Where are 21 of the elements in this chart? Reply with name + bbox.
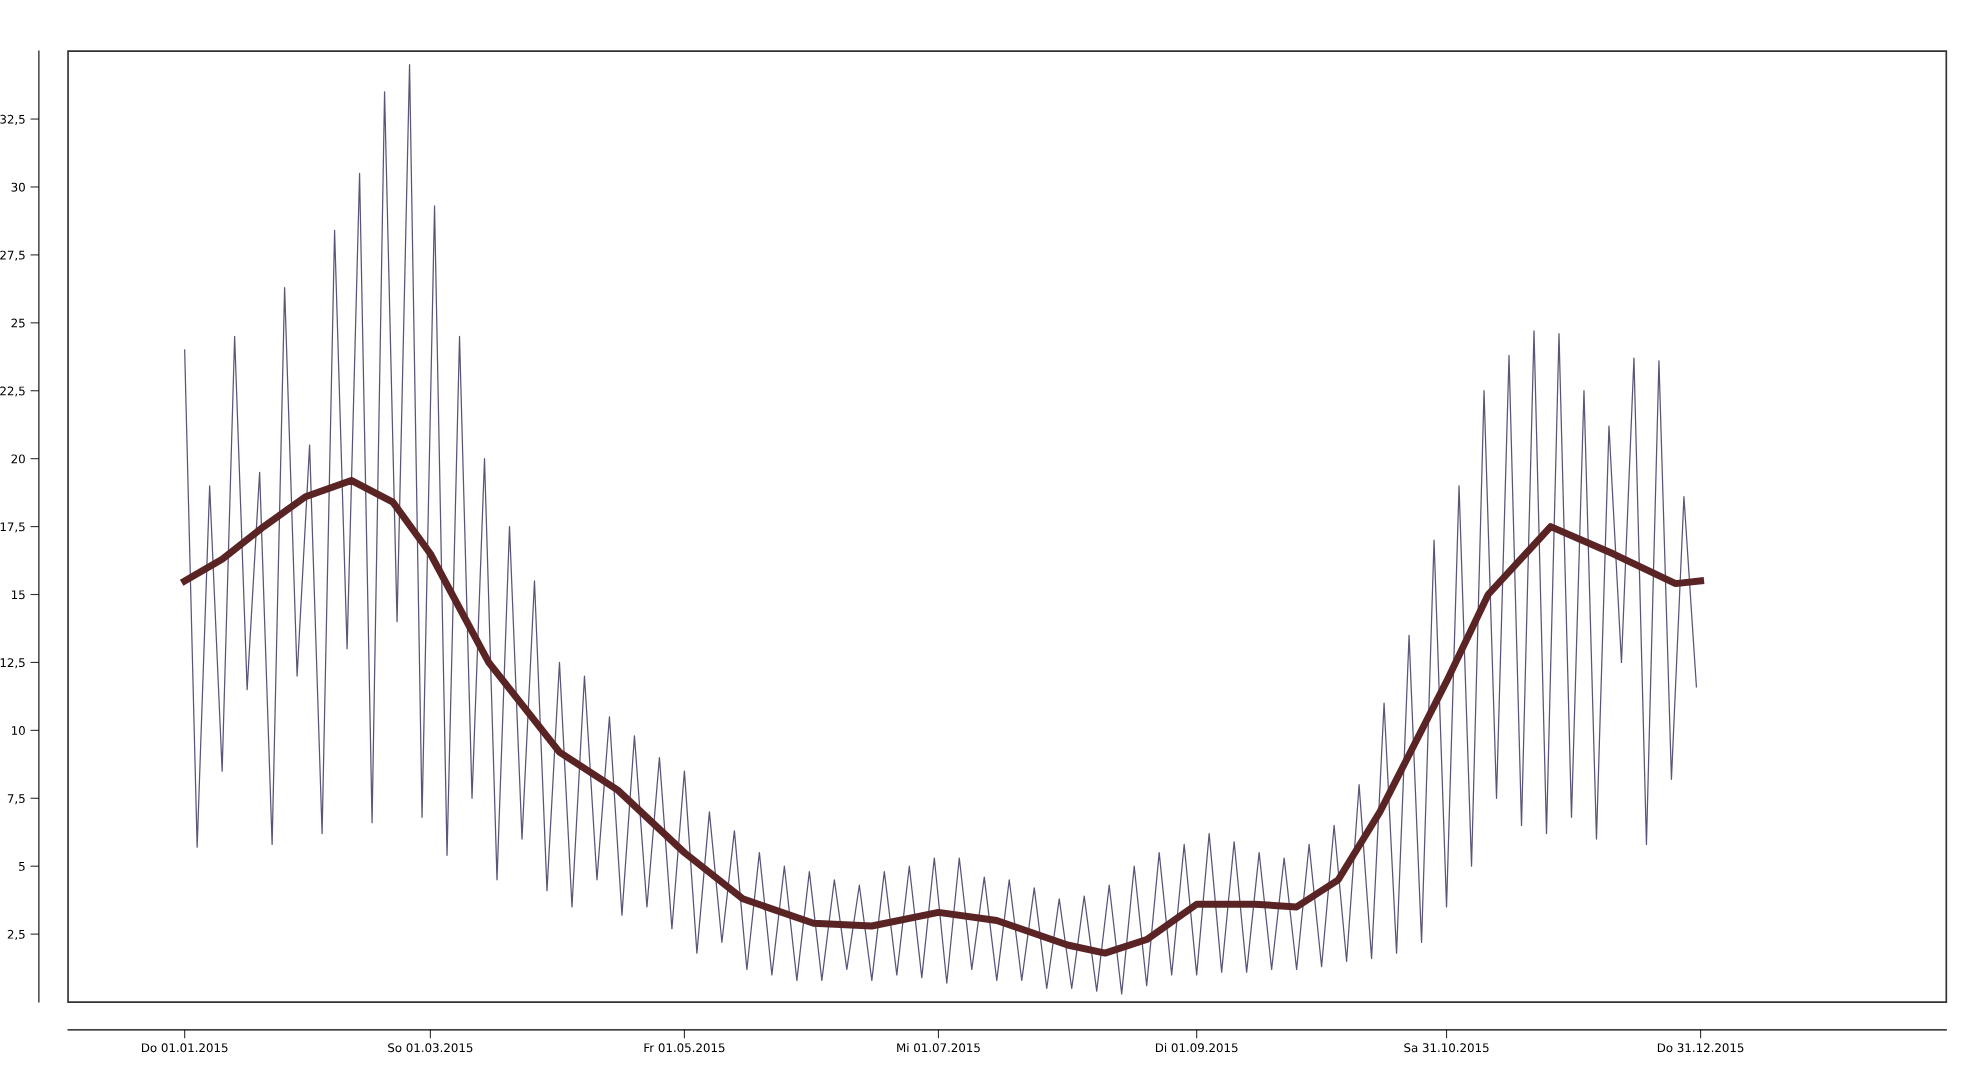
y-tick-label: 32,5 bbox=[0, 114, 25, 125]
y-tick-label: 22,5 bbox=[0, 386, 25, 397]
y-tick-label: 17,5 bbox=[0, 522, 25, 533]
x-tick-label: Mi 01.07.2015 bbox=[897, 1043, 980, 1053]
x-tick-label: Fr 01.05.2015 bbox=[644, 1043, 725, 1053]
x-tick-label: Di 01.09.2015 bbox=[1155, 1043, 1238, 1053]
x-tick-label: Do 01.01.2015 bbox=[141, 1043, 228, 1053]
y-tick-label: 5 bbox=[19, 862, 25, 871]
x-tick-label: So 01.03.2015 bbox=[388, 1043, 473, 1053]
y-tick-label: 7,5 bbox=[7, 794, 25, 805]
y-tick-label: 25 bbox=[11, 318, 25, 328]
x-tick-label: Do 31.12.2015 bbox=[1657, 1043, 1744, 1053]
y-tick-label: 2,5 bbox=[7, 929, 25, 940]
x-tick-label: Sa 31.10.2015 bbox=[1404, 1043, 1489, 1053]
y-tick-label: 12,5 bbox=[0, 658, 25, 669]
y-tick-label: 20 bbox=[11, 454, 25, 464]
y-tick-label: 10 bbox=[11, 726, 25, 736]
y-tick-label: 27,5 bbox=[0, 250, 25, 261]
y-tick-label: 15 bbox=[11, 590, 25, 600]
line-series bbox=[184, 64, 1698, 995]
y-tick-label: 30 bbox=[11, 182, 25, 192]
